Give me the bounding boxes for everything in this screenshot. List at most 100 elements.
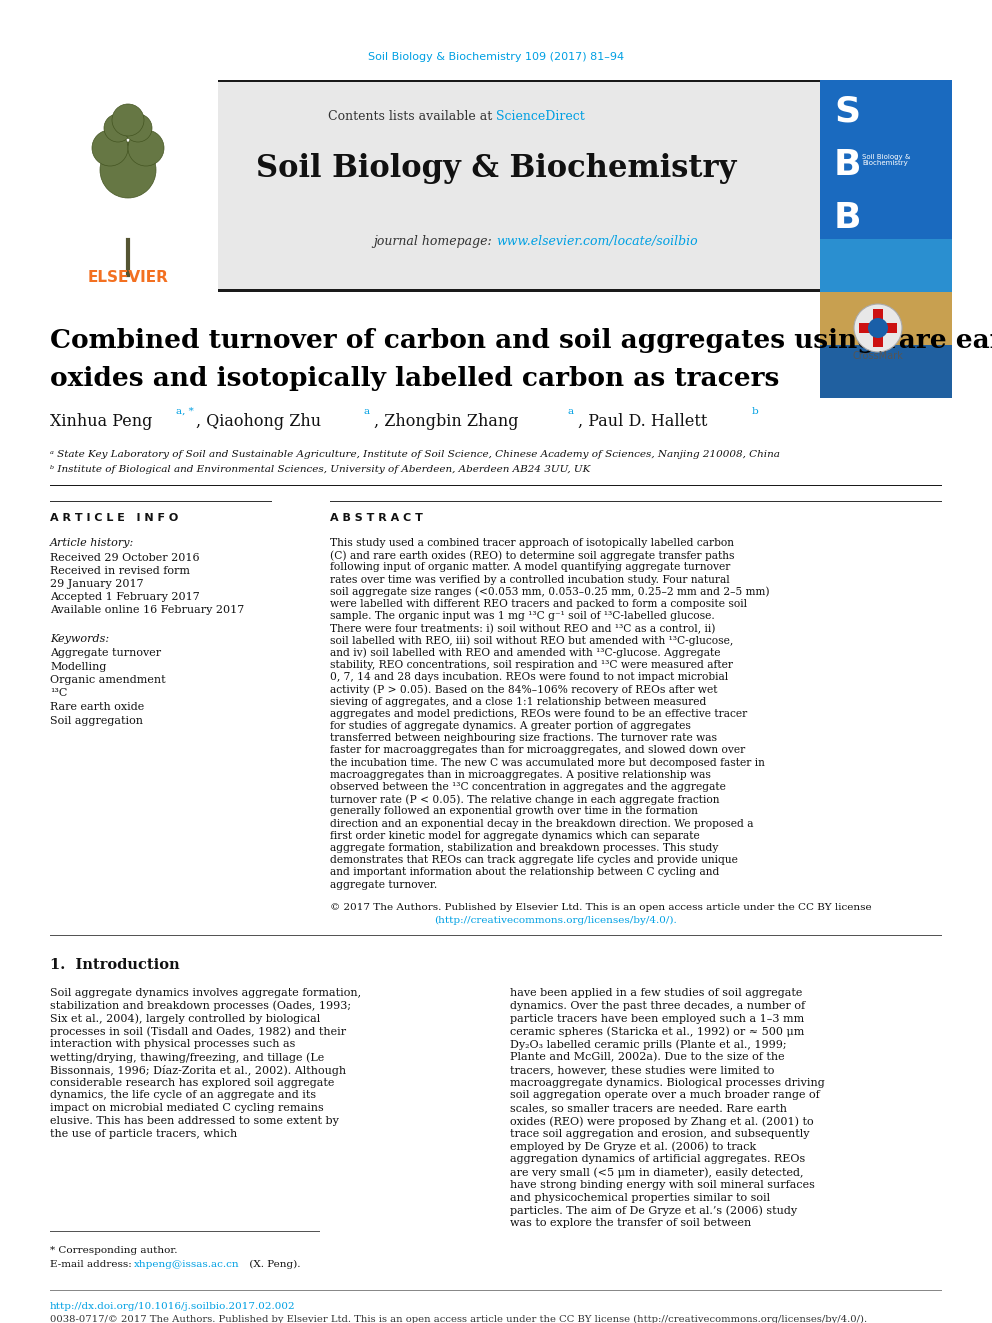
- Circle shape: [112, 105, 144, 136]
- Text: following input of organic matter. A model quantifying aggregate turnover: following input of organic matter. A mod…: [330, 562, 730, 573]
- Text: Modelling: Modelling: [50, 662, 106, 672]
- Text: Contents lists available at: Contents lists available at: [327, 110, 496, 123]
- Text: wetting/drying, thawing/freezing, and tillage (Le: wetting/drying, thawing/freezing, and ti…: [50, 1052, 324, 1062]
- Text: considerable research has explored soil aggregate: considerable research has explored soil …: [50, 1078, 334, 1088]
- Circle shape: [92, 130, 128, 165]
- Text: b: b: [752, 407, 759, 415]
- Circle shape: [854, 304, 902, 352]
- Text: ᵇ Institute of Biological and Environmental Sciences, University of Aberdeen, Ab: ᵇ Institute of Biological and Environmen…: [50, 464, 590, 474]
- Text: oxides (REO) were proposed by Zhang et al. (2001) to: oxides (REO) were proposed by Zhang et a…: [510, 1117, 813, 1127]
- Text: © 2017 The Authors. Published by Elsevier Ltd. This is an open access article un: © 2017 The Authors. Published by Elsevie…: [330, 904, 872, 912]
- Bar: [873, 310, 883, 347]
- Text: B: B: [834, 148, 861, 183]
- Bar: [820, 292, 952, 345]
- Text: Plante and McGill, 2002a). Due to the size of the: Plante and McGill, 2002a). Due to the si…: [510, 1052, 785, 1062]
- Text: and important information about the relationship between C cycling and: and important information about the rela…: [330, 868, 719, 877]
- Text: Keywords:: Keywords:: [50, 634, 109, 644]
- Text: a, *: a, *: [176, 407, 193, 415]
- Text: the use of particle tracers, which: the use of particle tracers, which: [50, 1129, 237, 1139]
- Text: CrossMark: CrossMark: [853, 351, 904, 361]
- Text: S: S: [834, 95, 860, 130]
- Text: rates over time was verified by a controlled incubation study. Four natural: rates over time was verified by a contro…: [330, 574, 730, 585]
- Text: This study used a combined tracer approach of isotopically labelled carbon: This study used a combined tracer approa…: [330, 538, 734, 548]
- Text: Soil Biology &
Biochemistry: Soil Biology & Biochemistry: [862, 153, 911, 167]
- Text: a: a: [568, 407, 574, 415]
- Text: Received in revised form: Received in revised form: [50, 566, 190, 576]
- Text: , Paul D. Hallett: , Paul D. Hallett: [578, 413, 707, 430]
- Text: sample. The organic input was 1 mg ¹³C g⁻¹ soil of ¹³C-labelled glucose.: sample. The organic input was 1 mg ¹³C g…: [330, 611, 715, 622]
- Text: observed between the ¹³C concentration in aggregates and the aggregate: observed between the ¹³C concentration i…: [330, 782, 726, 792]
- Text: first order kinetic model for aggregate dynamics which can separate: first order kinetic model for aggregate …: [330, 831, 699, 841]
- Text: employed by De Gryze et al. (2006) to track: employed by De Gryze et al. (2006) to tr…: [510, 1142, 756, 1152]
- Text: and physicochemical properties similar to soil: and physicochemical properties similar t…: [510, 1193, 770, 1203]
- Circle shape: [124, 114, 152, 142]
- Text: 0038-0717/© 2017 The Authors. Published by Elsevier Ltd. This is an open access : 0038-0717/© 2017 The Authors. Published …: [50, 1315, 867, 1323]
- Text: the incubation time. The new C was accumulated more but decomposed faster in: the incubation time. The new C was accum…: [330, 758, 765, 767]
- Text: transferred between neighbouring size fractions. The turnover rate was: transferred between neighbouring size fr…: [330, 733, 717, 744]
- Text: for studies of aggregate dynamics. A greater portion of aggregates: for studies of aggregate dynamics. A gre…: [330, 721, 690, 732]
- Text: ScienceDirect: ScienceDirect: [496, 110, 584, 123]
- Text: (C) and rare earth oxides (REO) to determine soil aggregate transfer paths: (C) and rare earth oxides (REO) to deter…: [330, 550, 734, 561]
- Text: (http://creativecommons.org/licenses/by/4.0/).: (http://creativecommons.org/licenses/by/…: [434, 916, 677, 925]
- Text: A B S T R A C T: A B S T R A C T: [330, 513, 423, 523]
- Text: E-mail address:: E-mail address:: [50, 1259, 135, 1269]
- Text: Received 29 October 2016: Received 29 October 2016: [50, 553, 199, 564]
- Text: aggregates and model predictions, REOs were found to be an effective tracer: aggregates and model predictions, REOs w…: [330, 709, 747, 718]
- Text: and iv) soil labelled with REO and amended with ¹³C-glucose. Aggregate: and iv) soil labelled with REO and amend…: [330, 648, 720, 659]
- Bar: [40, 79, 952, 82]
- Text: 0, 7, 14 and 28 days incubation. REOs were found to not impact microbial: 0, 7, 14 and 28 days incubation. REOs we…: [330, 672, 728, 683]
- Circle shape: [100, 142, 156, 198]
- Bar: [859, 323, 897, 333]
- Text: are very small (<5 μm in diameter), easily detected,: are very small (<5 μm in diameter), easi…: [510, 1167, 804, 1177]
- Text: Soil Biology & Biochemistry: Soil Biology & Biochemistry: [256, 152, 736, 184]
- Text: direction and an exponential decay in the breakdown direction. We proposed a: direction and an exponential decay in th…: [330, 819, 754, 828]
- Bar: [820, 239, 952, 292]
- Text: (X. Peng).: (X. Peng).: [246, 1259, 301, 1269]
- Circle shape: [868, 318, 888, 337]
- Text: http://dx.doi.org/10.1016/j.soilbio.2017.02.002: http://dx.doi.org/10.1016/j.soilbio.2017…: [50, 1302, 296, 1311]
- Text: have been applied in a few studies of soil aggregate: have been applied in a few studies of so…: [510, 988, 803, 998]
- Text: aggregation dynamics of artificial aggregates. REOs: aggregation dynamics of artificial aggre…: [510, 1155, 806, 1164]
- Text: Organic amendment: Organic amendment: [50, 675, 166, 685]
- Text: Rare earth oxide: Rare earth oxide: [50, 703, 144, 712]
- Text: aggregate turnover.: aggregate turnover.: [330, 880, 437, 889]
- Bar: [40, 79, 952, 292]
- Text: There were four treatments: i) soil without REO and ¹³C as a control, ii): There were four treatments: i) soil with…: [330, 623, 715, 634]
- Text: oxides and isotopically labelled carbon as tracers: oxides and isotopically labelled carbon …: [50, 366, 780, 392]
- Text: particles. The aim of De Gryze et al.’s (2006) study: particles. The aim of De Gryze et al.’s …: [510, 1205, 798, 1216]
- Text: stability, REO concentrations, soil respiration and ¹³C were measured after: stability, REO concentrations, soil resp…: [330, 660, 733, 669]
- Bar: [820, 79, 952, 292]
- Circle shape: [128, 130, 164, 165]
- Text: ceramic spheres (Staricka et al., 1992) or ≈ 500 μm: ceramic spheres (Staricka et al., 1992) …: [510, 1027, 805, 1037]
- Text: Combined turnover of carbon and soil aggregates using rare earth: Combined turnover of carbon and soil agg…: [50, 328, 992, 353]
- Text: Bissonnais, 1996; Díaz-Zorita et al., 2002). Although: Bissonnais, 1996; Díaz-Zorita et al., 20…: [50, 1065, 346, 1076]
- Text: ELSEVIER: ELSEVIER: [87, 270, 169, 286]
- Text: * Corresponding author.: * Corresponding author.: [50, 1246, 178, 1256]
- Text: ¹³C: ¹³C: [50, 688, 67, 699]
- Text: scales, so smaller tracers are needed. Rare earth: scales, so smaller tracers are needed. R…: [510, 1103, 787, 1113]
- Text: stabilization and breakdown processes (Oades, 1993;: stabilization and breakdown processes (O…: [50, 1000, 351, 1011]
- Bar: [40, 79, 218, 292]
- Text: a: a: [364, 407, 370, 415]
- Text: Article history:: Article history:: [50, 538, 134, 548]
- Text: Soil Biology & Biochemistry 109 (2017) 81–94: Soil Biology & Biochemistry 109 (2017) 8…: [368, 52, 624, 62]
- Text: 1.  Introduction: 1. Introduction: [50, 958, 180, 972]
- Text: B: B: [834, 201, 861, 235]
- Text: dynamics. Over the past three decades, a number of: dynamics. Over the past three decades, a…: [510, 1000, 806, 1011]
- Text: Available online 16 February 2017: Available online 16 February 2017: [50, 605, 244, 615]
- Text: journal homepage:: journal homepage:: [373, 235, 496, 249]
- Text: demonstrates that REOs can track aggregate life cycles and provide unique: demonstrates that REOs can track aggrega…: [330, 855, 738, 865]
- Text: impact on microbial mediated C cycling remains: impact on microbial mediated C cycling r…: [50, 1103, 323, 1113]
- Text: were labelled with different REO tracers and packed to form a composite soil: were labelled with different REO tracers…: [330, 599, 747, 609]
- Text: was to explore the transfer of soil between: was to explore the transfer of soil betw…: [510, 1218, 751, 1228]
- Text: faster for macroaggregates than for microaggregates, and slowed down over: faster for macroaggregates than for micr…: [330, 745, 745, 755]
- Text: processes in soil (Tisdall and Oades, 1982) and their: processes in soil (Tisdall and Oades, 19…: [50, 1027, 346, 1037]
- Circle shape: [104, 114, 132, 142]
- Text: dynamics, the life cycle of an aggregate and its: dynamics, the life cycle of an aggregate…: [50, 1090, 316, 1101]
- Text: , Zhongbin Zhang: , Zhongbin Zhang: [374, 413, 519, 430]
- Text: generally followed an exponential growth over time in the formation: generally followed an exponential growth…: [330, 807, 698, 816]
- Text: activity (P > 0.05). Based on the 84%–106% recovery of REOs after wet: activity (P > 0.05). Based on the 84%–10…: [330, 684, 717, 695]
- Text: ᵃ State Key Laboratory of Soil and Sustainable Agriculture, Institute of Soil Sc: ᵃ State Key Laboratory of Soil and Susta…: [50, 450, 780, 459]
- Bar: [820, 345, 952, 398]
- Text: Dy₂O₃ labelled ceramic prills (Plante et al., 1999;: Dy₂O₃ labelled ceramic prills (Plante et…: [510, 1039, 787, 1049]
